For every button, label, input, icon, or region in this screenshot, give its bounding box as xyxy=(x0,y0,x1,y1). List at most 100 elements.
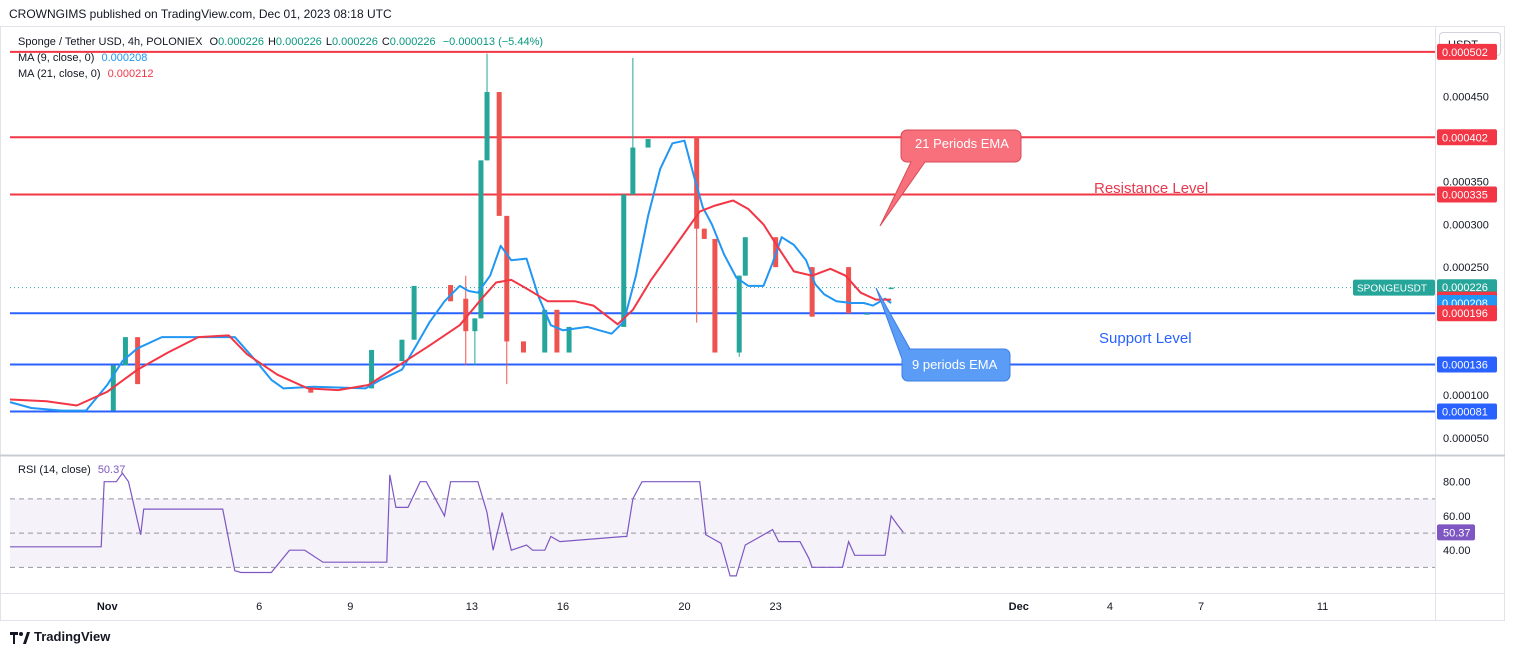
rsi-axis-tick: 60.00 xyxy=(1443,511,1471,523)
chart-frame xyxy=(0,26,1505,621)
candle-body[interactable] xyxy=(621,194,627,327)
candle-body[interactable] xyxy=(701,228,707,239)
rsi-label: RSI (14, close) xyxy=(18,464,91,476)
time-axis-tick: 7 xyxy=(1198,601,1204,613)
resistance-level-badge xyxy=(1437,43,1497,60)
candle-body[interactable] xyxy=(864,313,870,315)
tradingview-brand: TradingView xyxy=(34,629,111,644)
symbol-title[interactable]: Sponge / Tether USD, 4h, POLONIEX xyxy=(18,36,203,48)
resistance-level-label: 0.000502 xyxy=(1442,47,1488,59)
price-marker-badge xyxy=(1437,279,1497,296)
candle-body[interactable] xyxy=(484,92,490,161)
rsi-line[interactable] xyxy=(10,472,904,577)
ohlc-values: O0.000226 H0.000226 L0.000226 C0.000226 xyxy=(206,36,436,48)
time-axis-tick: 16 xyxy=(557,601,569,613)
price-marker-badge xyxy=(1437,305,1497,322)
ohlc-key-l: L xyxy=(325,36,332,48)
resistance-level-label: 0.000402 xyxy=(1442,132,1488,144)
candle-body[interactable] xyxy=(135,337,141,385)
candle-body[interactable] xyxy=(742,237,748,276)
ohlc-value-h: 0.000226 xyxy=(275,36,322,48)
candle-body[interactable] xyxy=(566,326,572,353)
ohlc-key-c: C xyxy=(381,36,390,48)
candle-body[interactable] xyxy=(846,267,852,314)
candle-body[interactable] xyxy=(542,309,548,353)
support-level-badge xyxy=(1437,403,1497,420)
candle-body[interactable] xyxy=(645,139,651,148)
candle-body[interactable] xyxy=(809,267,815,317)
candle-body[interactable] xyxy=(478,160,484,319)
price-axis-tick: 0.000450 xyxy=(1443,91,1489,103)
rsi-value-badge xyxy=(1437,524,1475,541)
time-axis-tick: 23 xyxy=(770,601,782,613)
ma9-legend[interactable]: MA (9, close, 0) 0.000208 xyxy=(18,52,147,64)
price-marker-label: 0.000196 xyxy=(1442,308,1488,320)
rsi-axis-tick: 80.00 xyxy=(1443,477,1471,489)
candle-body[interactable] xyxy=(369,349,375,389)
candle-body[interactable] xyxy=(630,147,636,195)
time-axis-tick: 9 xyxy=(347,601,353,613)
candle-body[interactable] xyxy=(463,298,469,332)
rsi-value-badge-label: 50.37 xyxy=(1443,527,1471,539)
ohlc-key-h: H xyxy=(267,36,276,48)
tradingview-logo[interactable]: TradingView xyxy=(10,629,110,644)
candle-body[interactable] xyxy=(399,339,405,362)
candle-body[interactable] xyxy=(736,275,742,353)
time-axis-tick: Nov xyxy=(97,601,119,613)
support-level-text: Support Level xyxy=(1099,330,1192,347)
publisher-credit: CROWNGIMS published on TradingView.com, … xyxy=(9,7,392,21)
candle-body[interactable] xyxy=(554,309,560,353)
ohlc-value-l: 0.000226 xyxy=(331,36,378,48)
time-axis-tick: Dec xyxy=(1009,601,1029,613)
candle-body[interactable] xyxy=(496,92,502,216)
time-axis-tick: 13 xyxy=(466,601,478,613)
ma21-line[interactable] xyxy=(9,199,892,407)
time-axis-tick: 4 xyxy=(1107,601,1113,613)
time-axis-tick: 20 xyxy=(678,601,690,613)
ema21-callout[interactable] xyxy=(879,129,1022,227)
ohlc-value-o: 0.000226 xyxy=(218,36,264,48)
price-axis-tick: 0.000350 xyxy=(1443,177,1489,189)
ma9-line[interactable] xyxy=(9,139,892,412)
resistance-level-label: 0.000335 xyxy=(1442,190,1488,202)
rsi-axis-tick: 40.00 xyxy=(1443,545,1471,557)
support-level-badge xyxy=(1437,356,1497,373)
ema9-callout[interactable] xyxy=(875,287,1011,382)
price-axis-tick: 0.000300 xyxy=(1443,219,1489,231)
candle-body[interactable] xyxy=(308,386,314,393)
resistance-level-badge xyxy=(1437,129,1497,146)
ma21-value: 0.000212 xyxy=(107,68,154,80)
support-level-label: 0.000081 xyxy=(1442,406,1488,418)
price-axis-tick: 0.000100 xyxy=(1443,390,1489,402)
time-axis-tick: 11 xyxy=(1317,601,1328,613)
ma21-label: MA (21, close, 0) xyxy=(18,68,101,80)
candle-body[interactable] xyxy=(520,341,526,353)
ma9-label: MA (9, close, 0) xyxy=(18,52,95,64)
candle-body[interactable] xyxy=(448,285,454,302)
resistance-level-text: Resistance Level xyxy=(1094,180,1208,197)
tradingview-icon xyxy=(10,631,30,644)
price-axis-tick: 0.000250 xyxy=(1443,262,1489,274)
candle-body[interactable] xyxy=(122,337,128,366)
symbol-tag-badge xyxy=(1353,279,1435,296)
candle-body[interactable] xyxy=(504,215,510,342)
ma21-legend[interactable]: MA (21, close, 0) 0.000212 xyxy=(18,68,154,80)
symbol-tag: SPONGEUSDT xyxy=(1357,284,1427,295)
rsi-value: 50.37 xyxy=(97,464,126,476)
candle-body[interactable] xyxy=(888,287,894,290)
resistance-level-badge xyxy=(1437,186,1497,203)
candle-body[interactable] xyxy=(712,238,718,353)
ema9-callout-text: 9 periods EMA xyxy=(912,357,998,372)
rsi-legend[interactable]: RSI (14, close) 50.37 xyxy=(18,464,125,476)
ma9-value: 0.000208 xyxy=(101,52,148,64)
symbol-legend: Sponge / Tether USD, 4h, POLONIEX O0.000… xyxy=(18,36,543,48)
ohlc-value-c: 0.000226 xyxy=(389,36,436,48)
candle-body[interactable] xyxy=(411,285,417,340)
price-axis-tick: 0.000050 xyxy=(1443,433,1489,445)
price-marker-label: 0.000226 xyxy=(1442,282,1488,294)
support-level-label: 0.000136 xyxy=(1442,359,1488,371)
price-change: −0.000013 (−5.44%) xyxy=(442,36,544,48)
ema21-callout-text: 21 Periods EMA xyxy=(915,136,1009,151)
candle-body[interactable] xyxy=(472,318,478,332)
